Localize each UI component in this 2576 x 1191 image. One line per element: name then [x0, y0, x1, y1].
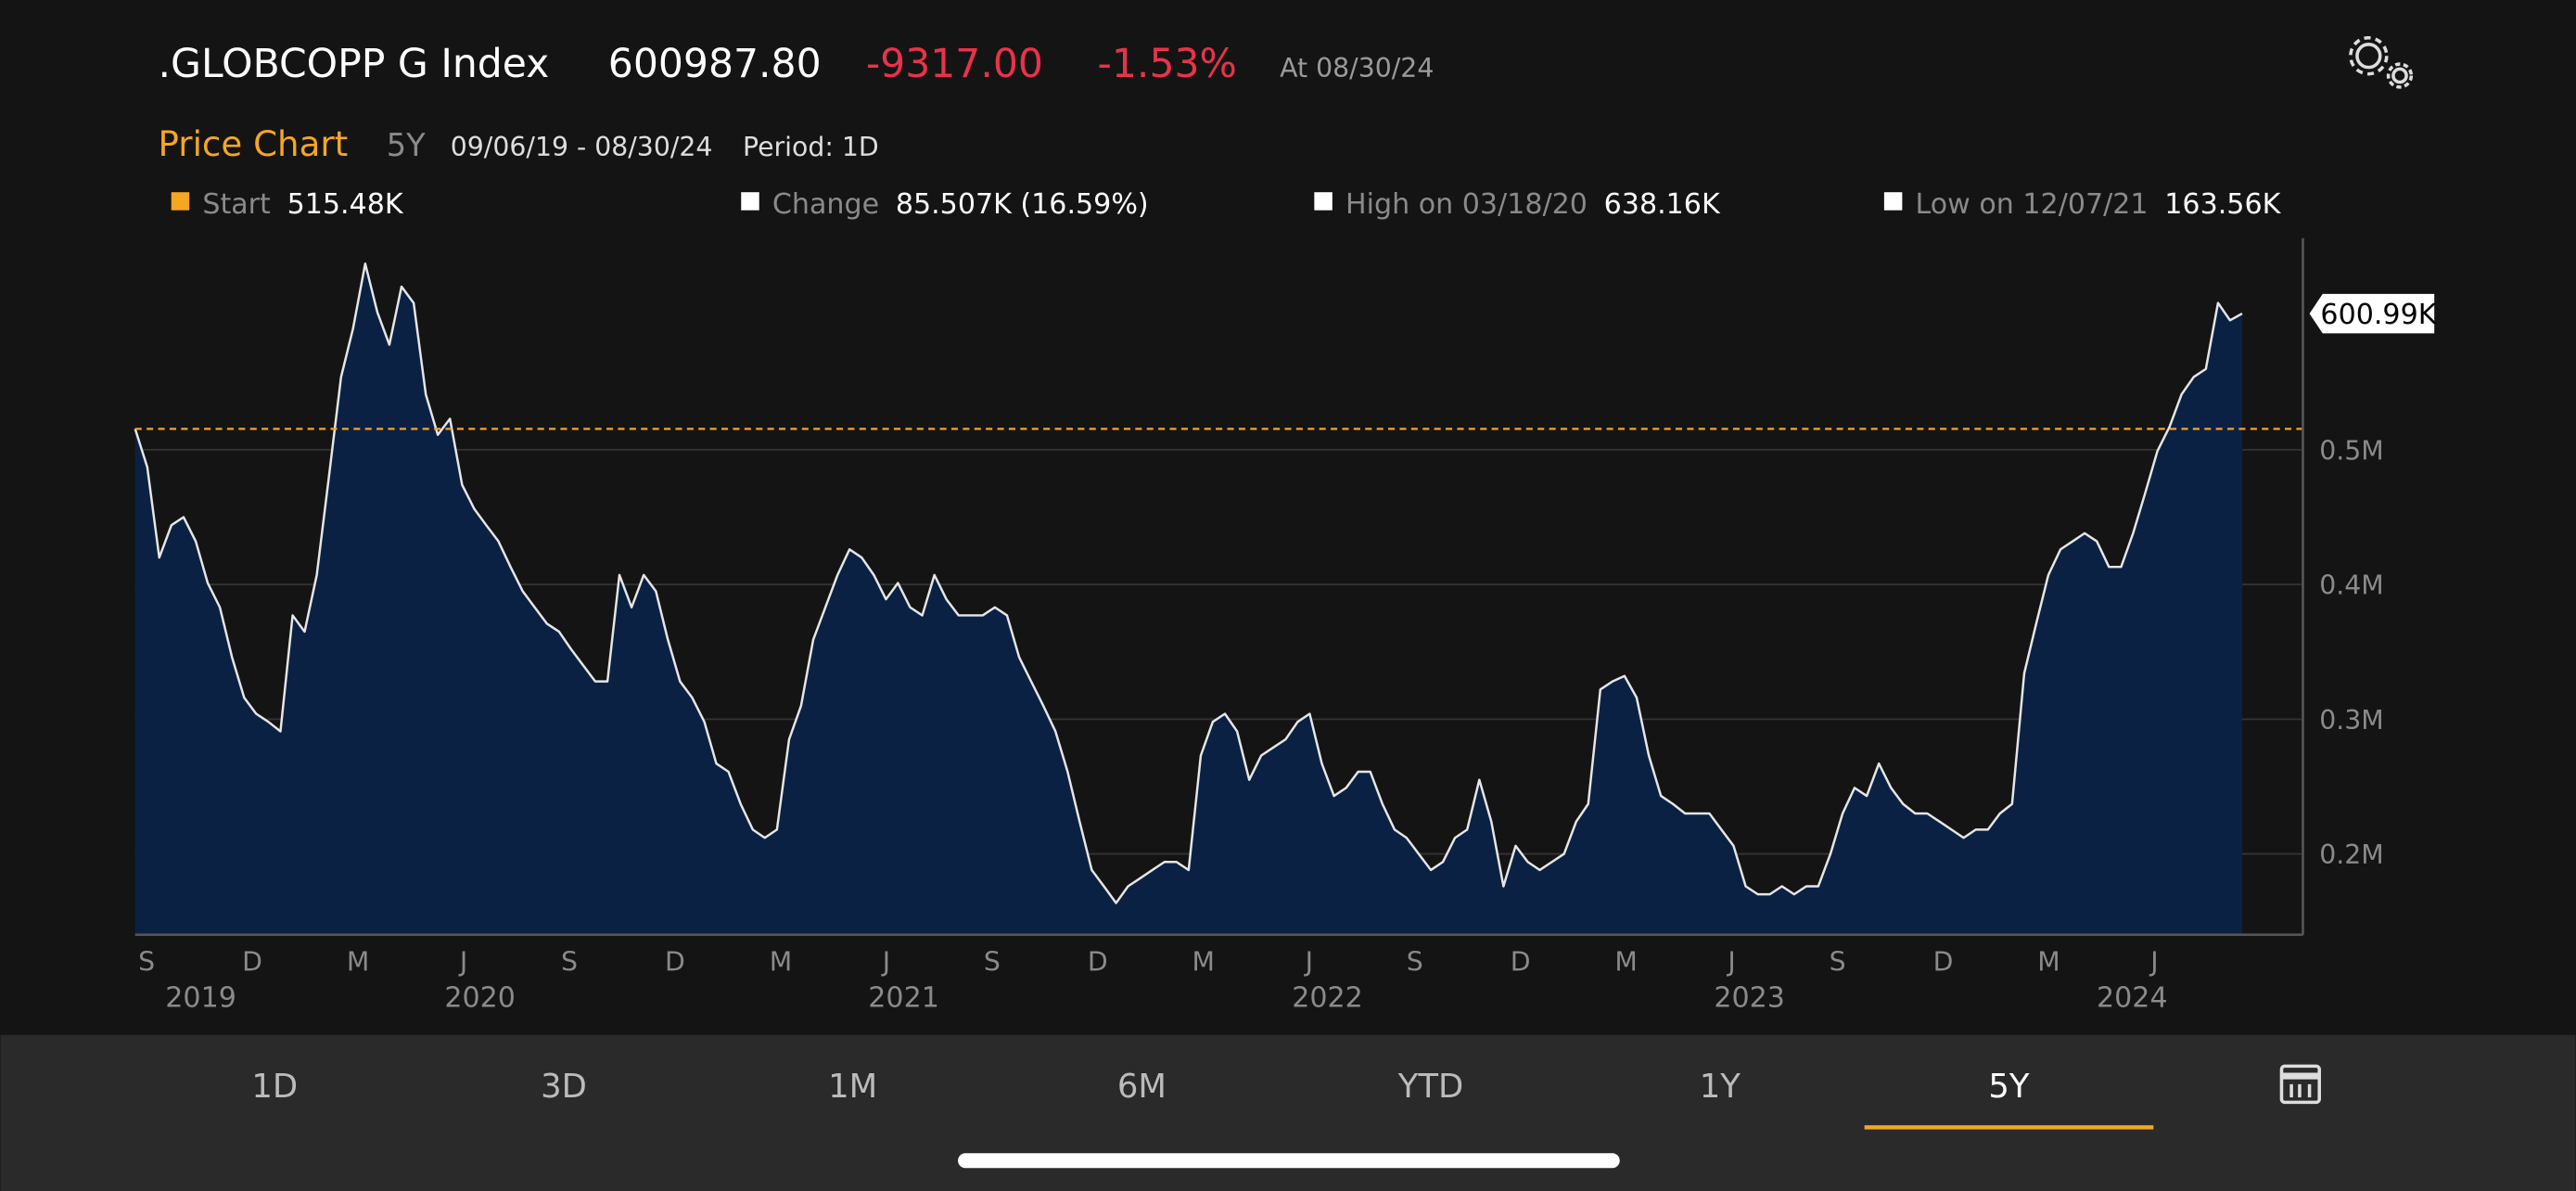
- stat-swatch: [1883, 192, 1903, 211]
- x-tick-label: D: [1933, 947, 1954, 978]
- period: Period: 1D: [743, 132, 879, 162]
- stat-swatch: [741, 192, 759, 211]
- x-tick-label: M: [347, 947, 369, 978]
- x-tick-label: S: [1830, 947, 1846, 978]
- x-tick-label: J: [2149, 947, 2158, 978]
- home-indicator: [958, 1153, 1620, 1169]
- stat: Start 515.48K: [171, 188, 404, 221]
- x-tick-label: S: [561, 947, 578, 978]
- y-tick-label: 0.2M: [2319, 839, 2383, 870]
- stats-row: Start 515.48K Change 85.507K (16.59%) High o…: [171, 188, 2282, 221]
- x-tick-label: S: [984, 947, 1001, 978]
- range-tab[interactable]: 3D: [541, 1068, 587, 1106]
- change: -9317.00: [866, 42, 1043, 87]
- stat-swatch: [171, 192, 190, 211]
- x-tick-label: D: [665, 947, 685, 978]
- stat-value: 85.507K (16.59%): [896, 188, 1149, 221]
- range-tab[interactable]: YTD: [1397, 1068, 1464, 1106]
- x-tick-label: D: [1088, 947, 1108, 978]
- stat: Change 85.507K (16.59%): [741, 188, 1149, 221]
- range-tab[interactable]: 5Y: [1988, 1068, 2030, 1106]
- x-tick-label: J: [458, 947, 467, 978]
- as-of: At 08/30/24: [1280, 53, 1434, 83]
- x-year-label: 2019: [165, 982, 236, 1015]
- x-tick-label: J: [1304, 947, 1313, 978]
- x-tick-label: D: [1511, 947, 1531, 978]
- x-year-label: 2020: [444, 982, 516, 1015]
- stat-swatch: [1314, 192, 1333, 211]
- last-price-tag-shape: [2309, 293, 2435, 334]
- selected-tab-underline: [1864, 1125, 2154, 1130]
- stat-value: 515.48K: [287, 188, 404, 221]
- ticker: .GLOBCOPP G Index: [159, 42, 550, 87]
- price-line: [134, 263, 2243, 904]
- settings-icon[interactable]: [2349, 35, 2414, 89]
- stat-label: High on 03/18/20: [1345, 188, 1588, 221]
- x-tick-label: M: [1614, 947, 1637, 978]
- range-tab[interactable]: 1M: [828, 1068, 877, 1106]
- stat-label: Change: [772, 188, 879, 221]
- range-tab[interactable]: 1Y: [1700, 1068, 1741, 1106]
- stat-value: 163.56K: [2164, 188, 2281, 221]
- x-year-label: 2021: [868, 982, 939, 1015]
- x-tick-label: M: [770, 947, 792, 978]
- stat-label: Low on 12/07/21: [1916, 188, 2149, 221]
- price: 600987.80: [608, 42, 822, 87]
- area-fill: [134, 263, 2242, 935]
- range-tab[interactable]: 1D: [251, 1068, 298, 1106]
- last-price-tag: 600.99K: [2309, 293, 2438, 334]
- x-tick-label: J: [1726, 947, 1735, 978]
- x-tick-label: S: [138, 947, 155, 978]
- stat: Low on 12/07/21 163.56K: [1883, 188, 2282, 221]
- y-tick-label: 0.4M: [2319, 570, 2383, 601]
- y-tick-label: 0.5M: [2319, 435, 2383, 466]
- x-year-label: 2023: [1714, 982, 1785, 1015]
- calendar-icon[interactable]: [2279, 1064, 2321, 1105]
- x-tick-label: S: [1407, 947, 1423, 978]
- stat-label: Start: [202, 188, 271, 221]
- x-tick-label: J: [881, 947, 890, 978]
- price-chart: 0.2M 0.3M 0.4M 0.5M 600.99K S D M J S D M J S D M J S D M J S…: [134, 237, 2438, 1015]
- x-tick-label: M: [1192, 947, 1215, 978]
- range-tab[interactable]: 6M: [1117, 1068, 1167, 1106]
- date-range: 09/06/19 - 08/30/24: [451, 132, 713, 162]
- last-price-label: 600.99K: [2320, 299, 2437, 331]
- x-tick-label: M: [2037, 947, 2060, 978]
- stat-value: 638.16K: [1604, 188, 1721, 221]
- x-tick-label: D: [242, 947, 262, 978]
- section-title: Price Chart: [159, 123, 349, 164]
- x-year-label: 2024: [2097, 982, 2168, 1015]
- stat: High on 03/18/20 638.16K: [1314, 188, 1721, 221]
- x-year-label: 2022: [1292, 982, 1363, 1015]
- range-tabs: 1D 3D 1M 6M YTD 1Y 5Y: [251, 1068, 2154, 1130]
- range: 5Y: [387, 127, 426, 163]
- change-pct: -1.53%: [1098, 42, 1237, 87]
- y-tick-label: 0.3M: [2319, 705, 2383, 736]
